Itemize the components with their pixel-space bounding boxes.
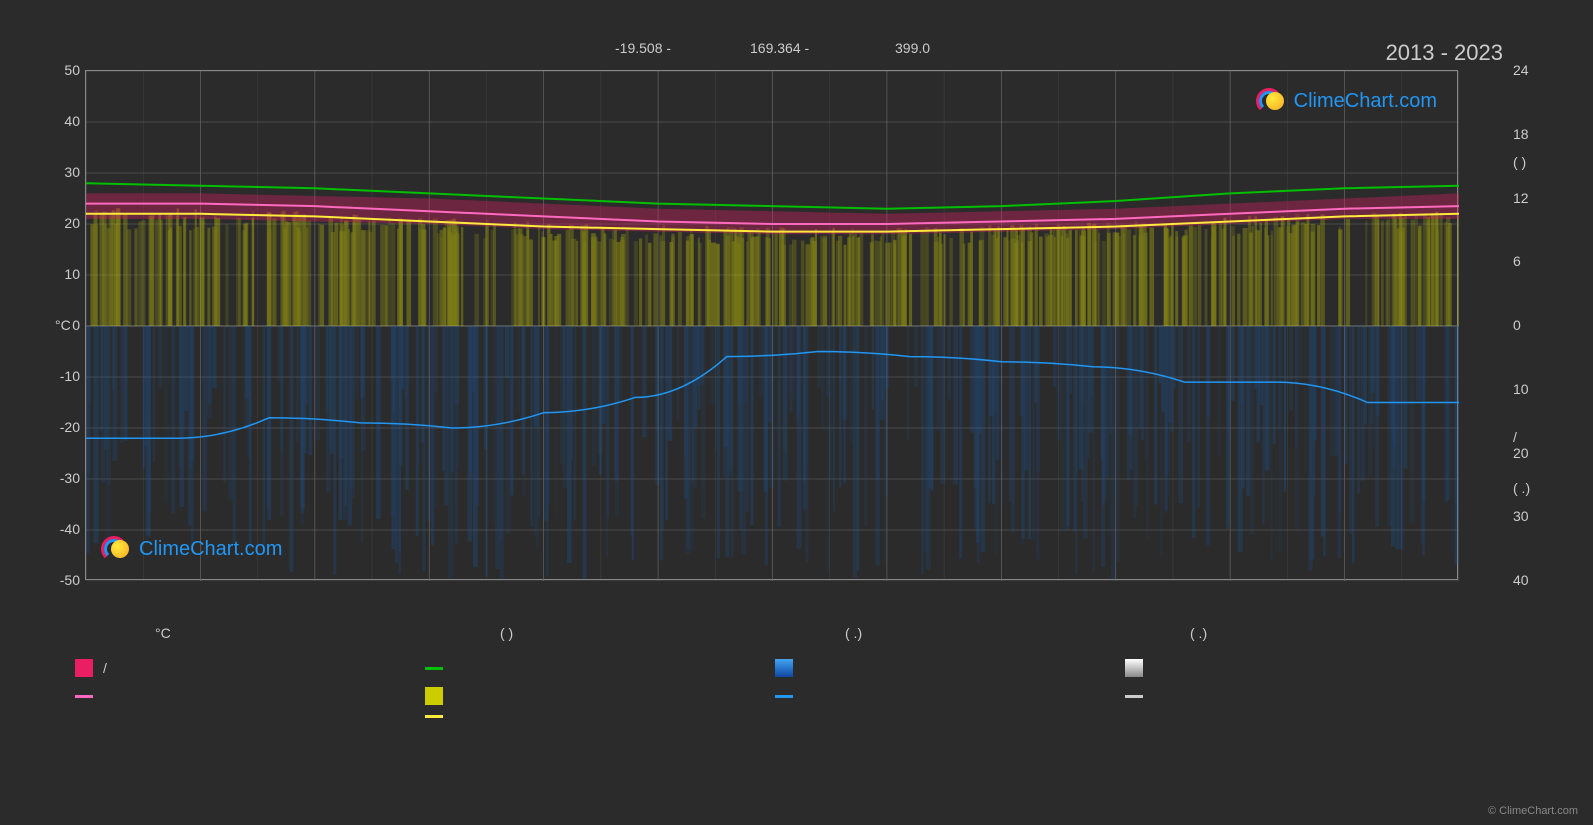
legend-item [425,715,735,718]
y-tick-left: 0 [72,317,80,333]
chart-svg [86,71,1459,581]
legend-swatch [1125,659,1143,677]
legend-swatch [75,659,93,677]
legend-item [775,715,1085,718]
y-tick-right: 24 [1513,62,1529,78]
y-tick-right: 0 [1513,317,1521,333]
y-tick-left: 40 [64,113,80,129]
legend-item [1125,659,1435,677]
legend-item: / [75,659,385,677]
y-tick-left: 50 [64,62,80,78]
legend-swatch [775,659,793,677]
climate-chart: ClimeChart.com ClimeChart.com [85,70,1458,580]
legend-item [75,687,385,705]
legend-item [775,687,1085,705]
y-tick-left: -10 [60,368,80,384]
y-tick-right: 10 [1513,381,1529,397]
y-tick-right: 18 [1513,126,1529,142]
copyright: © ClimeChart.com [1488,805,1578,817]
x-axis [85,585,1458,605]
legend-header: ( ) [440,625,785,641]
legend-swatch [1125,695,1143,698]
legend-header: °C [75,625,440,641]
y-tick-left: -20 [60,419,80,435]
legend-header: ( .) [785,625,1130,641]
y-right-mid-label: / [1513,429,1517,445]
logo-icon [1256,86,1286,116]
y-tick-right: 30 [1513,508,1529,524]
lon-value: 169.364 - [750,40,809,56]
legend-label: / [103,660,107,676]
lat-value: -19.508 - [615,40,671,56]
legend-swatch [75,695,93,698]
y-tick-right: 6 [1513,253,1521,269]
legend-header: ( .) [1130,625,1475,641]
legend-row: / [75,659,1475,677]
legend-swatch [425,715,443,718]
legend-item [1125,715,1435,718]
y-tick-right: 20 [1513,445,1529,461]
y-tick-right: 12 [1513,190,1529,206]
legend-row [75,715,1475,718]
legend-swatch [775,695,793,698]
y-tick-left: -50 [60,572,80,588]
legend-row [75,687,1475,705]
logo-text: ClimeChart.com [1294,90,1437,113]
y-axis-left: °C 50403020100-10-20-30-40-50 [40,70,85,580]
legend-swatch [425,687,443,705]
logo-bottom: ClimeChart.com [101,534,282,564]
legend-headers: °C( )( .)( .) [75,625,1475,641]
legend-item [425,687,735,705]
logo-icon [101,534,131,564]
y-tick-right: 40 [1513,572,1529,588]
y-right-upper-label: ( ) [1513,154,1526,170]
y-axis-left-label: °C [55,317,71,333]
legend: °C( )( .)( .) / [75,625,1475,728]
legend-swatch [425,667,443,670]
year-range: 2013 - 2023 [1386,40,1503,66]
logo-top: ClimeChart.com [1256,86,1437,116]
y-right-lower-label: ( .) [1513,480,1530,496]
y-tick-left: 20 [64,215,80,231]
legend-body: / [75,659,1475,718]
legend-item [775,659,1085,677]
legend-item [425,659,735,677]
y-tick-left: 30 [64,164,80,180]
y-tick-left: -30 [60,470,80,486]
elev-value: 399.0 [895,40,930,56]
y-tick-left: 10 [64,266,80,282]
logo-text: ClimeChart.com [139,538,282,561]
y-tick-left: -40 [60,521,80,537]
legend-item [75,715,385,718]
y-axis-right: 2418126010203040( )/( .) [1508,70,1553,580]
legend-item [1125,687,1435,705]
